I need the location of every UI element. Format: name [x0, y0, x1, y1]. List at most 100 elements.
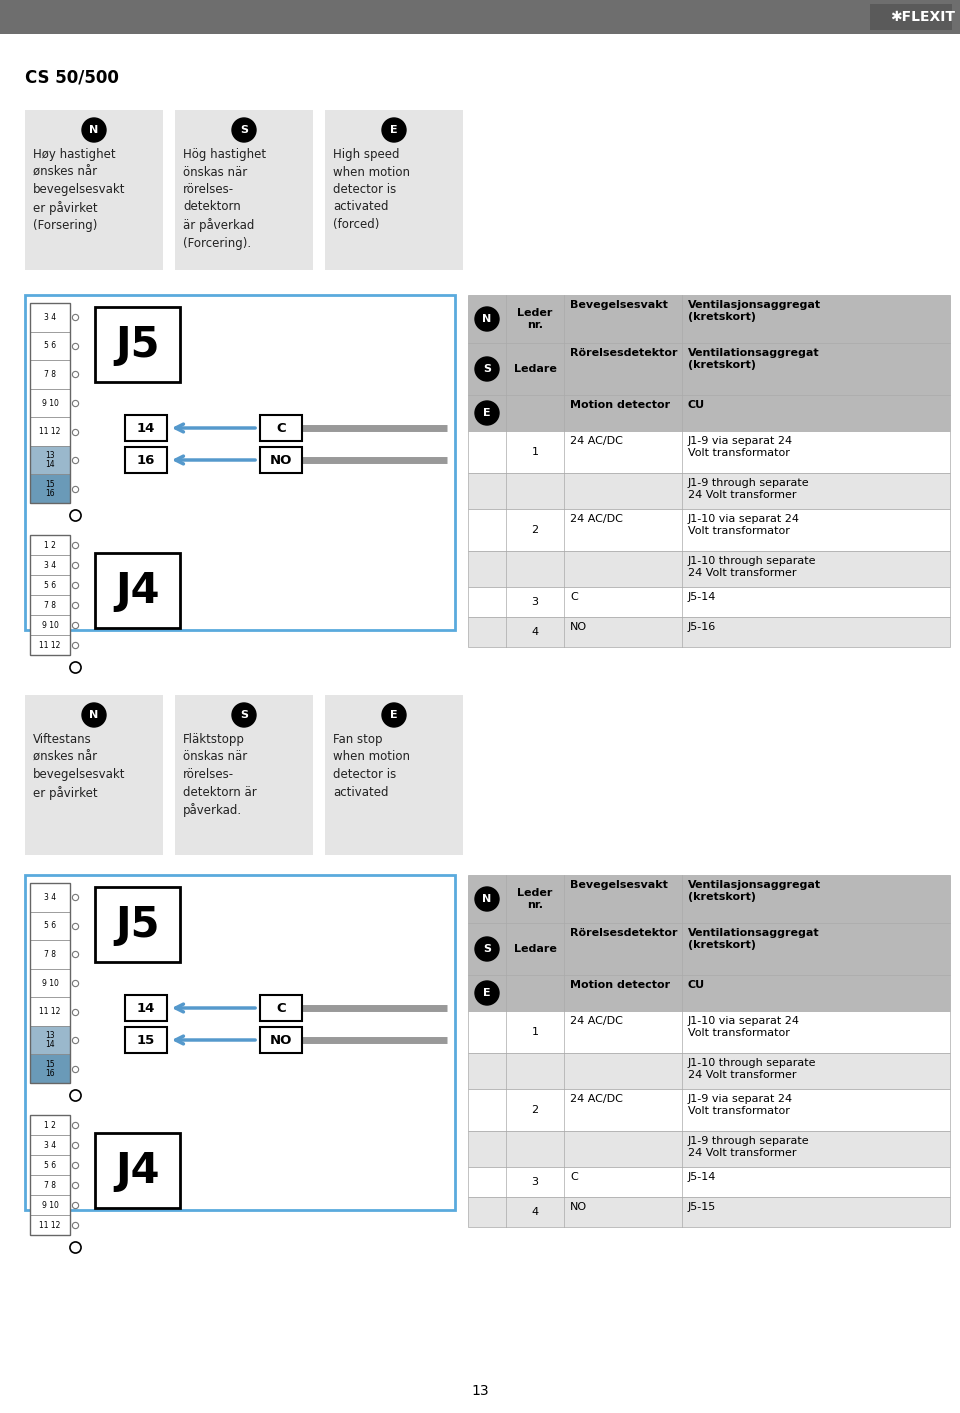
Circle shape: [475, 981, 499, 1005]
Bar: [30, 1054, 70, 1082]
Text: Ledare: Ledare: [514, 365, 557, 374]
Text: 13
14: 13 14: [45, 1031, 55, 1048]
Bar: [30, 1135, 70, 1154]
Text: 16: 16: [137, 454, 156, 466]
Bar: [30, 1154, 70, 1176]
Text: 15: 15: [137, 1033, 156, 1047]
Text: J5-15: J5-15: [688, 1202, 716, 1212]
Text: 3: 3: [532, 598, 539, 608]
Bar: [468, 975, 950, 1010]
Text: CS 50/500: CS 50/500: [25, 68, 119, 86]
Bar: [30, 940, 70, 969]
Text: C: C: [276, 421, 286, 435]
Bar: [325, 110, 463, 270]
Bar: [468, 1053, 950, 1089]
Bar: [125, 415, 167, 441]
Text: NO: NO: [270, 1033, 292, 1047]
Text: 7 8: 7 8: [44, 950, 56, 959]
Bar: [0, 0, 960, 34]
Text: J4: J4: [115, 569, 159, 612]
Circle shape: [475, 887, 499, 911]
Text: S: S: [240, 709, 248, 721]
Text: Hög hastighet
önskas när
rörelses-
detektorn
är påverkad
(Forcering).: Hög hastighet önskas när rörelses- detek…: [183, 148, 266, 250]
Bar: [30, 615, 70, 634]
Circle shape: [232, 704, 256, 728]
Text: 9 10: 9 10: [41, 620, 59, 630]
Bar: [30, 1195, 70, 1215]
Circle shape: [475, 357, 499, 382]
Text: 14: 14: [137, 421, 156, 435]
Bar: [468, 295, 950, 343]
Bar: [468, 431, 950, 473]
Bar: [30, 302, 70, 332]
Text: S: S: [483, 944, 491, 954]
Bar: [125, 995, 167, 1022]
Bar: [30, 883, 70, 911]
Bar: [260, 995, 302, 1022]
Bar: [468, 396, 950, 431]
Bar: [25, 875, 455, 1210]
Text: J1-9 through separate
24 Volt transformer: J1-9 through separate 24 Volt transforme…: [688, 478, 809, 500]
Bar: [468, 551, 950, 586]
Text: E: E: [483, 988, 491, 998]
Text: Høy hastighet
ønskes når
bevegelsesvakt
er påvirket
(Forsering): Høy hastighet ønskes når bevegelsesvakt …: [33, 148, 126, 232]
Text: NO: NO: [570, 1202, 588, 1212]
Text: J1-9 through separate
24 Volt transformer: J1-9 through separate 24 Volt transforme…: [688, 1136, 809, 1159]
Text: C: C: [570, 592, 578, 602]
Text: 1: 1: [532, 447, 539, 456]
Bar: [468, 1197, 950, 1226]
Bar: [30, 1026, 70, 1054]
Text: 11 12: 11 12: [39, 427, 60, 437]
Bar: [468, 1167, 950, 1197]
Text: ✱FLEXIT: ✱FLEXIT: [890, 10, 955, 24]
Bar: [30, 417, 70, 447]
Bar: [260, 415, 302, 441]
Bar: [95, 307, 180, 382]
Bar: [30, 536, 70, 555]
Text: 5 6: 5 6: [44, 342, 56, 350]
Text: C: C: [276, 1002, 286, 1015]
Text: 13: 13: [471, 1383, 489, 1397]
Bar: [30, 447, 70, 475]
Bar: [25, 295, 455, 630]
Text: Fläktstopp
önskas när
rörelses-
detektorn är
påverkad.: Fläktstopp önskas när rörelses- detektor…: [183, 733, 256, 817]
Text: Motion detector: Motion detector: [570, 981, 670, 991]
Text: 24 AC/DC: 24 AC/DC: [570, 514, 623, 524]
Text: 11 12: 11 12: [39, 1007, 60, 1016]
Bar: [30, 1115, 70, 1135]
Circle shape: [382, 119, 406, 141]
Text: Bevegelsesvakt: Bevegelsesvakt: [570, 300, 668, 309]
Bar: [30, 360, 70, 389]
Bar: [30, 883, 70, 1082]
Text: J5-14: J5-14: [688, 1171, 716, 1183]
Text: 24 AC/DC: 24 AC/DC: [570, 437, 623, 447]
Text: 1: 1: [532, 1027, 539, 1037]
Bar: [468, 473, 950, 509]
Bar: [30, 389, 70, 417]
Text: NO: NO: [270, 454, 292, 466]
Text: 11 12: 11 12: [39, 1221, 60, 1229]
Text: 14: 14: [137, 1002, 156, 1015]
Bar: [468, 1010, 950, 1053]
Text: N: N: [89, 709, 99, 721]
Text: 15
16: 15 16: [45, 480, 55, 497]
Circle shape: [475, 401, 499, 425]
Text: J4: J4: [115, 1150, 159, 1191]
Bar: [30, 1215, 70, 1235]
Bar: [95, 887, 180, 962]
Text: 11 12: 11 12: [39, 640, 60, 650]
Bar: [25, 695, 163, 855]
Text: J1-10 via separat 24
Volt transformator: J1-10 via separat 24 Volt transformator: [688, 514, 800, 536]
Bar: [468, 1130, 950, 1167]
Text: J5: J5: [115, 324, 159, 366]
Circle shape: [475, 937, 499, 961]
Text: Ledare: Ledare: [514, 944, 557, 954]
Text: Fan stop
when motion
detector is
activated: Fan stop when motion detector is activat…: [333, 733, 410, 798]
Bar: [30, 302, 70, 503]
Text: 1 2: 1 2: [44, 1121, 56, 1129]
Text: Ventilasjonsaggregat
(kretskort): Ventilasjonsaggregat (kretskort): [688, 300, 821, 322]
Bar: [30, 998, 70, 1026]
Bar: [30, 1115, 70, 1235]
Text: N: N: [482, 894, 492, 904]
Bar: [30, 595, 70, 615]
